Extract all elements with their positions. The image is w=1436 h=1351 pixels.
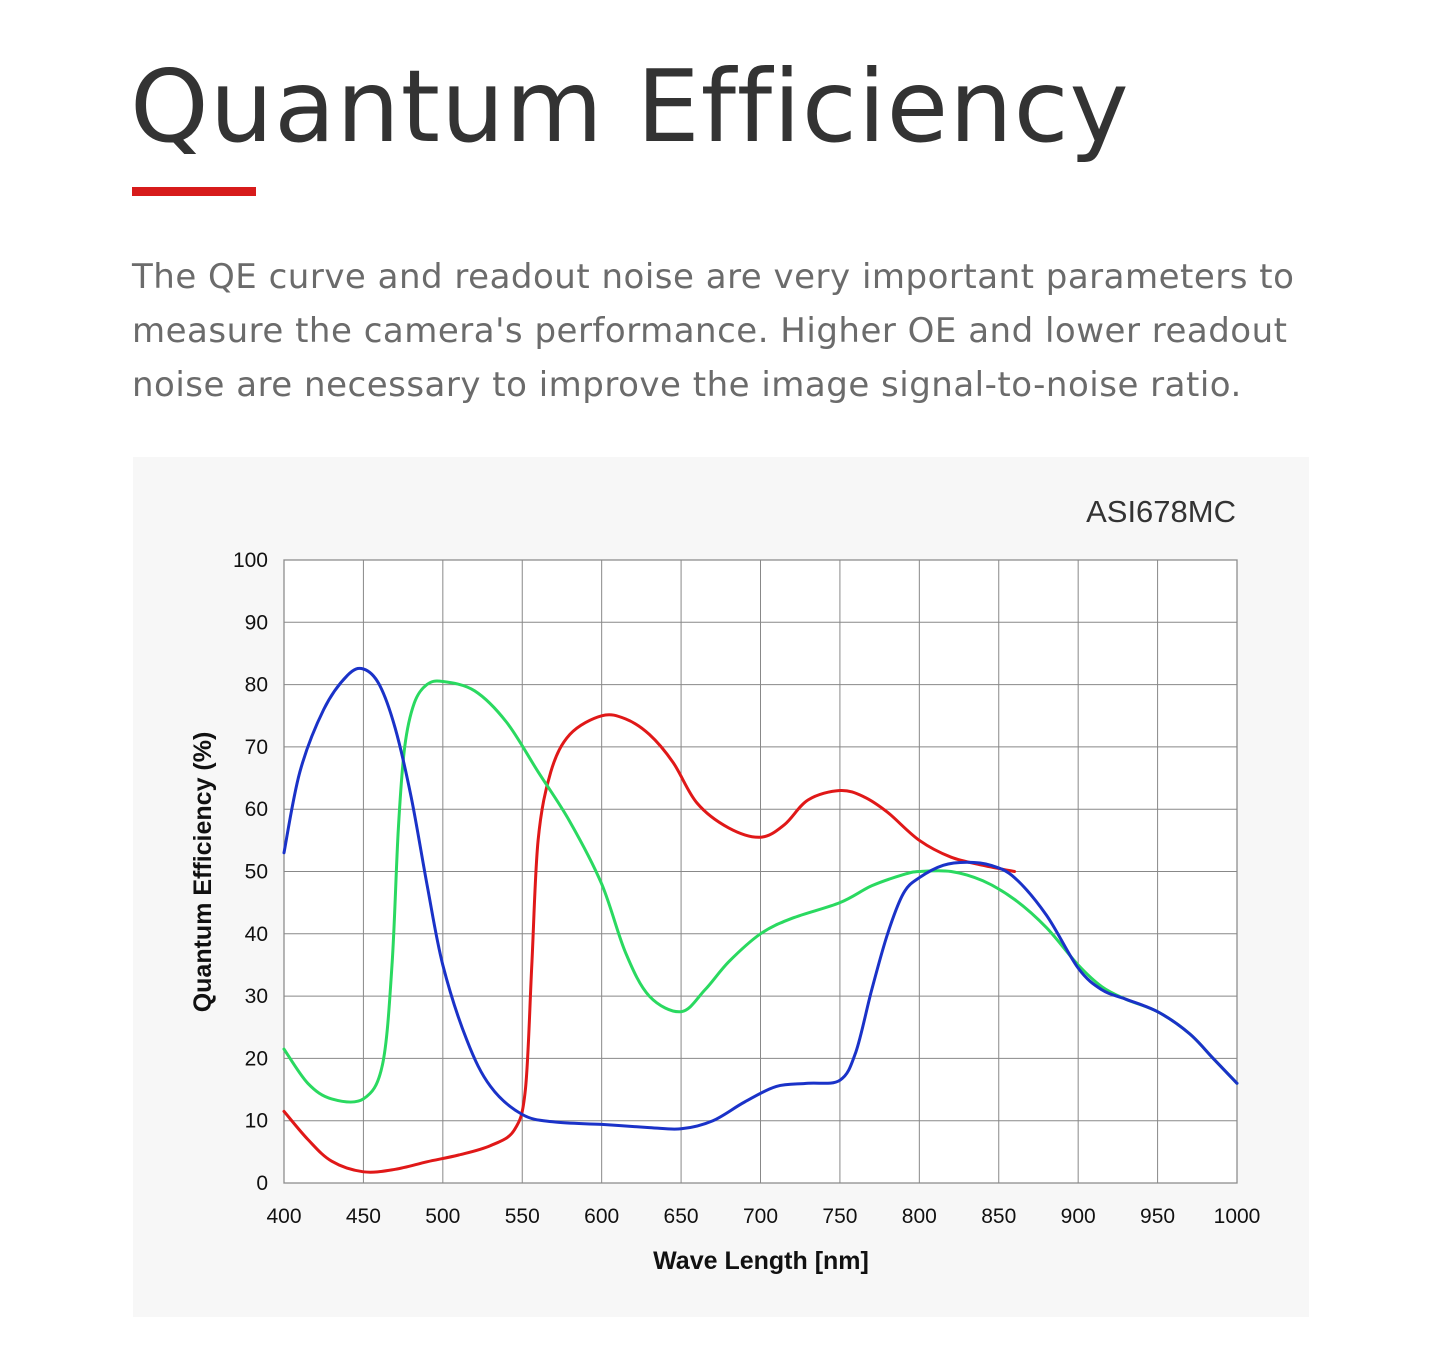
y-tick-label: 40: [245, 923, 268, 946]
series-lines: [282, 666, 1239, 1174]
y-tick-labels: 0 10 20 30 40 50 60 70 80 90 100: [233, 549, 268, 1195]
title-underline: [132, 187, 256, 196]
y-tick-label: 10: [245, 1110, 268, 1133]
x-tick-label: 750: [822, 1205, 857, 1228]
chart-title: ASI678MC: [1086, 494, 1236, 529]
y-tick-label: 60: [245, 798, 268, 821]
x-tick-label: 550: [505, 1205, 540, 1228]
x-tick-label: 850: [981, 1205, 1016, 1228]
x-tick-label: 600: [584, 1205, 619, 1228]
series-line-red: [282, 713, 1017, 1174]
page-title: Quantum Efficiency: [130, 48, 1130, 165]
y-tick-label: 30: [245, 985, 268, 1008]
x-tick-label: 900: [1061, 1205, 1096, 1228]
x-tick-labels: 400 450 500 550 600 650 700 750 800 850 900 950 1000: [266, 1205, 1260, 1228]
y-tick-label: 100: [233, 549, 268, 572]
x-tick-label: 800: [902, 1205, 937, 1228]
x-tick-label: 950: [1140, 1205, 1175, 1228]
y-tick-label: 90: [245, 611, 268, 634]
y-tick-label: 20: [245, 1047, 268, 1070]
grid: [283, 559, 1238, 1184]
x-tick-label: 650: [664, 1205, 699, 1228]
chart-panel: 400 450 500 550 600 650 700 750 800 850 900 950 1000…: [133, 457, 1309, 1317]
x-tick-label: 1000: [1214, 1205, 1261, 1228]
intro-paragraph: The QE curve and readout noise are very …: [132, 257, 1295, 405]
y-tick-label: 70: [245, 736, 268, 759]
qe-chart: 400 450 500 550 600 650 700 750 800 850 900 950 1000…: [189, 494, 1260, 1275]
x-axis-title: Wave Length [nm]: [653, 1247, 869, 1275]
x-tick-label: 500: [425, 1205, 460, 1228]
series-line-blue: [282, 666, 1239, 1131]
y-tick-label: 50: [245, 861, 268, 884]
x-tick-label: 400: [266, 1205, 301, 1228]
x-tick-label: 700: [743, 1205, 778, 1228]
y-tick-label: 80: [245, 674, 268, 697]
y-axis-title: Quantum Efficiency (%): [189, 732, 217, 1013]
y-tick-label: 0: [256, 1172, 268, 1195]
x-tick-label: 450: [346, 1205, 381, 1228]
